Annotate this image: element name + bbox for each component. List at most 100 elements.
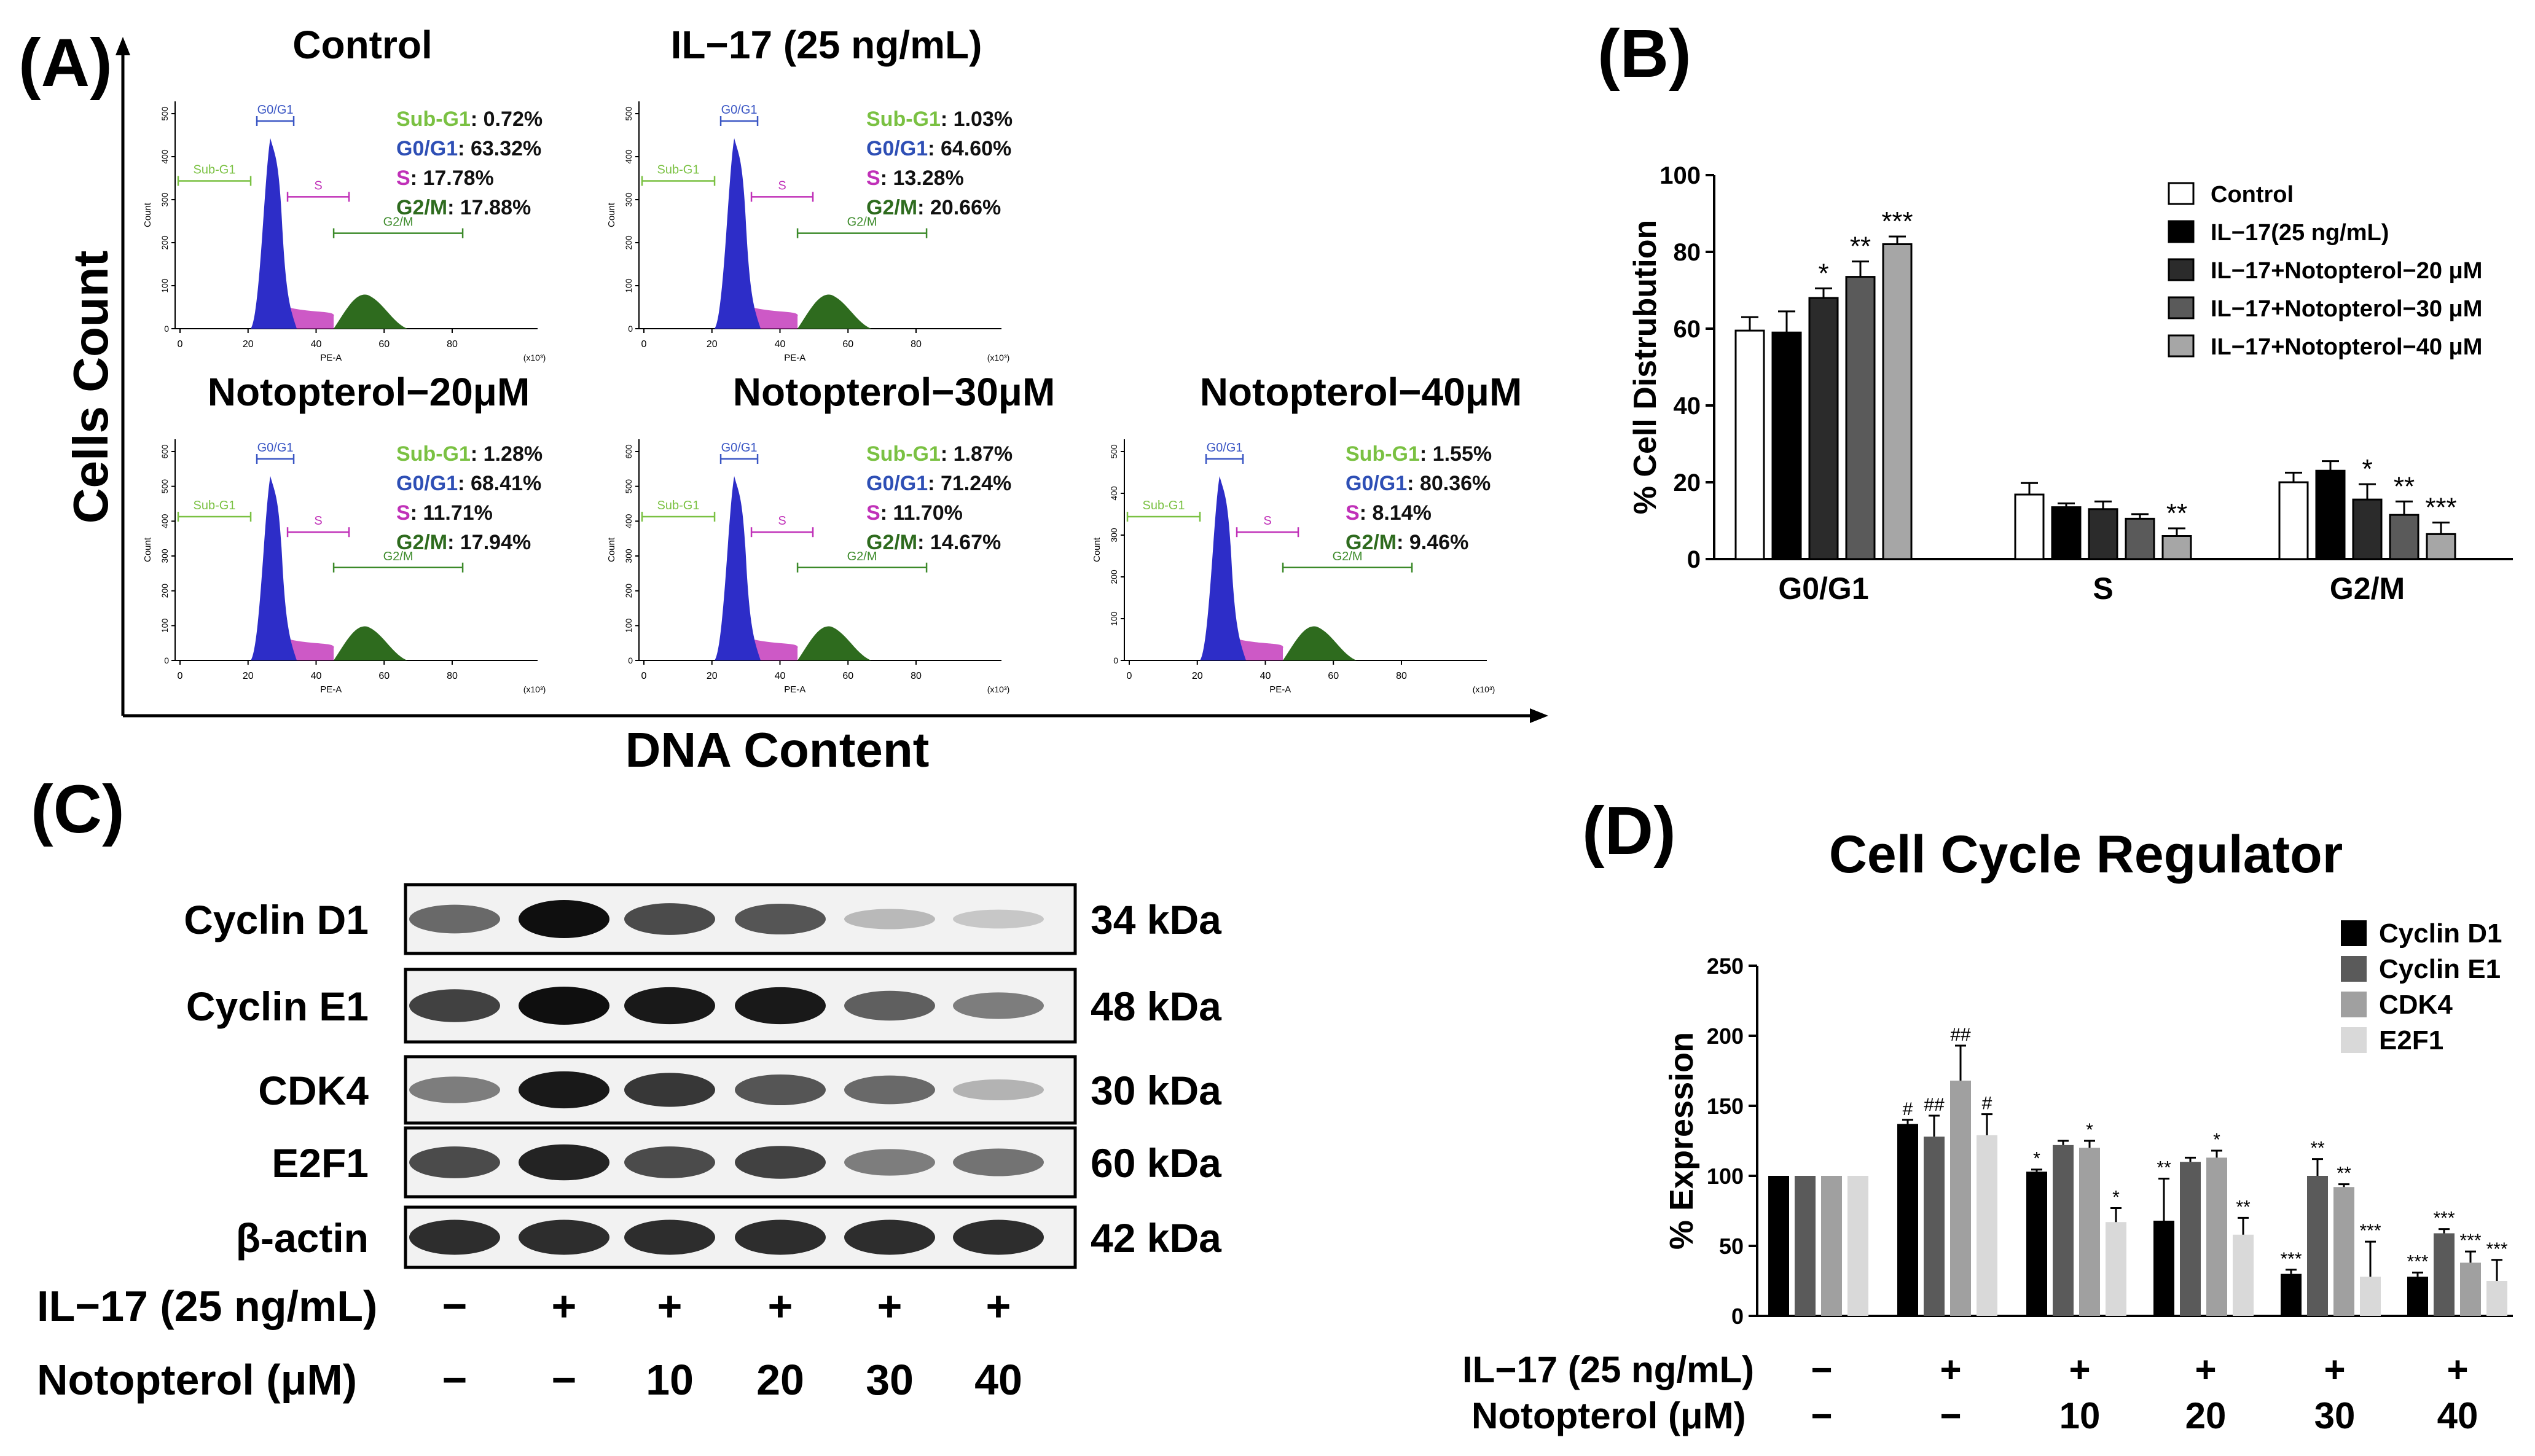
- blot-band: [953, 992, 1044, 1019]
- molecular-weight-label: 60 kDa: [1091, 1140, 1222, 1186]
- notopterol-dose: −: [1811, 1395, 1832, 1436]
- bar: [2079, 1148, 2100, 1316]
- stat-line: G2/M: 17.88%: [396, 196, 531, 219]
- stat-line: S: 8.14%: [1346, 501, 1432, 525]
- blot-band: [409, 1146, 500, 1178]
- panel-c-label: (C): [31, 772, 125, 847]
- hist-y-tick-label: 500: [624, 106, 633, 121]
- hist-x-tick-label: 0: [178, 339, 183, 350]
- blot-row: Cyclin D1 34 kDa: [184, 883, 1222, 955]
- histogram-title: IL−17 (25 ng/mL): [671, 23, 982, 67]
- significance-mark: **: [2157, 1158, 2171, 1178]
- panel-a-x-arrow: [1530, 708, 1548, 723]
- blot-band: [953, 909, 1044, 929]
- g0g1-gate-label: G0/G1: [721, 441, 758, 455]
- notopterol-dose: 40: [2437, 1395, 2478, 1436]
- protein-label: CDK4: [258, 1068, 369, 1113]
- hist-x-label: PE-A: [784, 684, 805, 695]
- y-tick-label: 100: [1659, 162, 1701, 189]
- significance-mark: #: [1982, 1094, 1992, 1114]
- hist-x-tick-label: 60: [842, 671, 853, 681]
- notopterol-dose: 10: [2059, 1395, 2101, 1436]
- bar: [2206, 1157, 2227, 1316]
- blot-band: [844, 909, 935, 930]
- hist-x-tick-label: 0: [641, 671, 647, 681]
- il17-treatment-sign: +: [877, 1282, 903, 1330]
- significance-mark: *: [2213, 1130, 2220, 1150]
- panel-b-label: (B): [1597, 16, 1691, 92]
- hist-y-tick-label: 200: [1109, 569, 1119, 584]
- bar: [2106, 1222, 2126, 1316]
- bar: [2486, 1281, 2507, 1316]
- stat-line: G0/G1: 71.24%: [866, 472, 1011, 495]
- hist-y-label: Count: [606, 537, 617, 562]
- legend-label: IL−17+Notopterol−20 μM: [2211, 258, 2482, 284]
- significance-mark: **: [1850, 232, 1871, 262]
- bar: [2153, 1220, 2174, 1316]
- stat-line: Sub-G1: 1.03%: [866, 108, 1013, 131]
- hist-x-tick-label: 0: [178, 671, 183, 681]
- hist-y-tick-label: 500: [624, 479, 633, 494]
- s-gate-label: S: [778, 179, 786, 192]
- bar: [2161, 535, 2192, 560]
- hist-x-tick-label: 20: [707, 671, 718, 681]
- legend-label: Cyclin D1: [2379, 918, 2502, 949]
- bar: [2426, 533, 2456, 560]
- panel-a-label: (A): [18, 25, 112, 101]
- panel-d-chart: Cell Cycle Regulator 0 50 100 150 200 250 % Ex…: [1462, 825, 2513, 1436]
- g2m-peak: [334, 626, 408, 660]
- stat-line: S: 11.71%: [396, 501, 493, 525]
- hist-x-tick-label: 80: [447, 671, 458, 681]
- bar: [1808, 297, 1839, 560]
- hist-x-tick-label: 0: [1127, 671, 1132, 681]
- legend-label: IL−17+Notopterol−40 μM: [2211, 334, 2482, 360]
- g0g1-peak: [715, 476, 761, 660]
- bar: [1950, 1080, 1971, 1316]
- hist-y-tick-label: 300: [1109, 528, 1119, 542]
- blot-band: [409, 1219, 500, 1255]
- hist-y-tick-label: 400: [1109, 486, 1119, 501]
- legend-label: Control: [2211, 182, 2294, 208]
- g2m-gate-label: G2/M: [847, 550, 877, 563]
- y-tick-label: 0: [1687, 546, 1701, 573]
- hist-x-tick-label: 60: [1328, 671, 1339, 681]
- legend-swatch: [2168, 220, 2195, 243]
- legend-label: E2F1: [2379, 1025, 2443, 1055]
- molecular-weight-label: 34 kDa: [1091, 897, 1222, 942]
- panel-d-title: Cell Cycle Regulator: [1829, 825, 2343, 884]
- significance-mark: **: [2236, 1197, 2251, 1217]
- hist-x-multiplier: (x10³): [1473, 684, 1495, 694]
- il17-treatment-sign: +: [986, 1282, 1011, 1330]
- x-tick-label: G2/M: [2330, 571, 2405, 606]
- hist-y-tick-label: 200: [624, 235, 633, 250]
- blot-band: [519, 987, 609, 1025]
- sub-g1-gate-label: Sub-G1: [194, 499, 236, 512]
- g2m-peak: [1283, 626, 1357, 660]
- notopterol-dose: 30: [866, 1356, 914, 1404]
- panel-c-western-blot: Cyclin D1 34 kDa Cyclin E1 48 kDa CDK4 30 kDa…: [37, 883, 1222, 1404]
- legend-swatch: [2341, 1027, 2367, 1053]
- hist-x-tick-label: 40: [311, 671, 322, 681]
- panel-a-y-arrow: [116, 37, 130, 55]
- blot-band: [953, 1079, 1044, 1101]
- bar: [2434, 1233, 2455, 1316]
- bar: [2460, 1262, 2481, 1316]
- blot-band: [624, 1219, 715, 1255]
- hist-y-tick-label: 400: [160, 149, 170, 164]
- y-tick-label: 100: [1707, 1164, 1744, 1189]
- blot-band: [844, 1149, 935, 1176]
- hist-x-tick-label: 40: [775, 339, 786, 350]
- stat-line: G0/G1: 63.32%: [396, 137, 541, 160]
- hist-y-tick-label: 300: [160, 549, 170, 563]
- significance-mark: ***: [2407, 1251, 2428, 1272]
- bar: [1845, 276, 1876, 560]
- bar: [1821, 1176, 1842, 1316]
- g0g1-peak: [251, 138, 297, 329]
- hist-y-tick-label: 300: [624, 549, 633, 563]
- histogram-4: Notopterol−30μM 0 100 200 300 400 500 600 Count 0…: [606, 370, 1055, 695]
- hist-y-tick-label: 400: [160, 514, 170, 528]
- hist-x-tick-label: 80: [447, 339, 458, 350]
- s-phase-fill: [288, 639, 334, 660]
- il17-treatment-sign: +: [768, 1282, 793, 1330]
- stat-line: Sub-G1: 1.55%: [1346, 442, 1492, 466]
